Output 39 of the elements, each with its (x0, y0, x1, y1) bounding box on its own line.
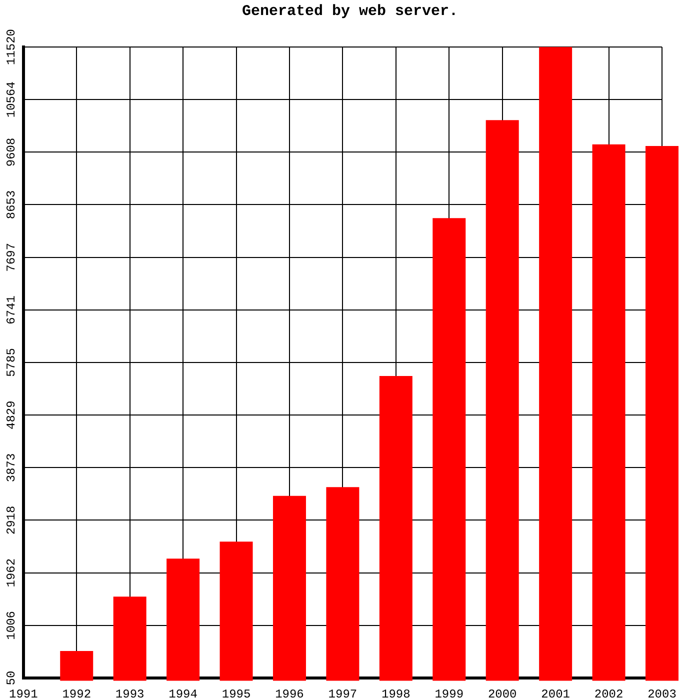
bar (326, 487, 360, 681)
x-tick-label: 1992 (62, 687, 92, 700)
y-tick-label: 4829 (4, 400, 19, 430)
x-tick-label: 2003 (648, 687, 676, 700)
x-tick-label: 2000 (488, 687, 517, 700)
bar (432, 218, 466, 681)
bar (220, 542, 253, 681)
x-tick-label: 1996 (275, 687, 304, 700)
x-tick-label: 2001 (541, 687, 570, 700)
y-tick-label: 6741 (4, 296, 19, 324)
bar (592, 144, 626, 681)
bar (272, 496, 306, 681)
y-tick-label: 10564 (4, 82, 19, 118)
y-tick-label: 9608 (4, 138, 19, 167)
y-tick-label: 2918 (4, 506, 19, 535)
x-tick-label: 1994 (168, 687, 198, 700)
bar (539, 47, 572, 681)
bar (166, 558, 200, 681)
x-tick-label: 1995 (222, 687, 251, 700)
bar (646, 146, 678, 681)
y-tick-label: 5785 (4, 348, 19, 377)
bar (486, 120, 519, 681)
x-tick-label: 1993 (115, 687, 144, 700)
bar (113, 596, 146, 681)
y-tick-label: 11520 (4, 28, 19, 66)
bar (379, 376, 412, 681)
x-tick-label: 1998 (382, 687, 410, 700)
bar (60, 651, 94, 681)
y-tick-label: 1006 (4, 611, 19, 640)
x-tick-label: 1991 (8, 687, 38, 700)
x-tick-label: 2002 (594, 687, 624, 700)
y-tick-label: 1962 (4, 558, 19, 588)
y-tick-label: 7697 (4, 242, 19, 272)
x-tick-label: 1999 (434, 687, 464, 700)
x-tick-label: 1997 (328, 687, 358, 700)
y-tick-label: 3873 (4, 453, 19, 482)
y-tick-label: 50 (4, 670, 19, 686)
y-tick-label: 8653 (4, 190, 19, 220)
chart-title: Generated by web server. (242, 2, 458, 20)
